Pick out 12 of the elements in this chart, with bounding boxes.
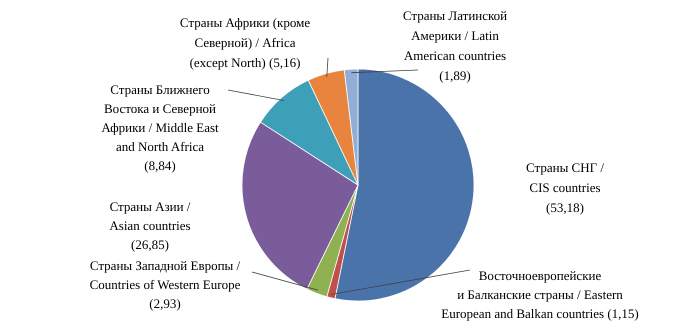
data-label: (1,89) (439, 68, 471, 83)
slice-label: Восточноевропейские и Балканские страны / Eastern European and Balkan countries (1,15) (441, 268, 639, 321)
slice-label: Страны Ближнего Востока и Северной Африки / Middle East and North Africa (101, 82, 220, 154)
slice-label: Страны Западной Европы / Countries of Western Europe (90, 258, 241, 292)
slice-label: Страны Латинской Америки / Latin American countries (402, 8, 508, 63)
slice-label: Страны Африки (кроме Северной) / Africa (except North) (5,16) (180, 15, 310, 70)
data-label: (53,18) (546, 200, 584, 215)
slice-label: Страны СНГ / CIS countries (526, 160, 604, 195)
data-label: (2,93) (149, 296, 181, 311)
slice-label: Страны Азии / Asian countries (109, 199, 191, 233)
data-label: (8,84) (144, 158, 176, 173)
data-label: (26,85) (131, 237, 169, 252)
